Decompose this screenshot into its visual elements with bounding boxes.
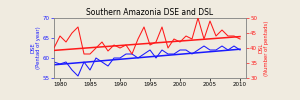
Y-axis label: DSE
(Pentad of year): DSE (Pentad of year) — [31, 27, 41, 69]
Title: Southern Amazonia DSE and DSL: Southern Amazonia DSE and DSL — [86, 8, 214, 17]
Y-axis label: DSL
(Number of pentads): DSL (Number of pentads) — [259, 20, 269, 76]
